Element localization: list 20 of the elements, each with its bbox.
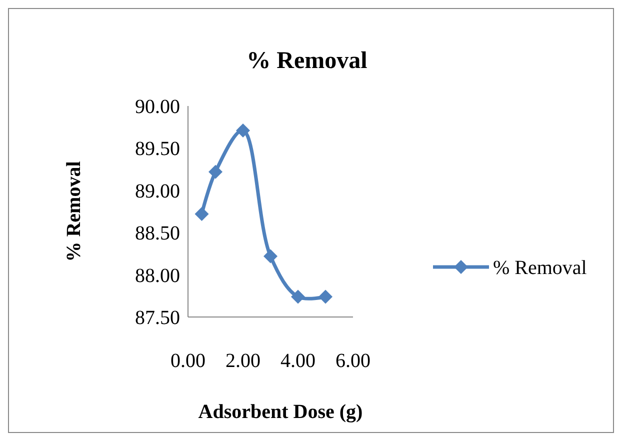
x-tick-label: 4.00 [280, 350, 316, 372]
y-tick-label: 90.00 [135, 96, 180, 118]
y-tick-label: 89.00 [135, 180, 180, 202]
y-tick-label: 89.50 [135, 138, 180, 160]
point [236, 123, 250, 138]
y-tick-label: 87.50 [135, 307, 180, 329]
x-tick-label: 2.00 [226, 350, 260, 372]
point [264, 249, 278, 264]
point [291, 290, 305, 304]
legend-label: % Removal [493, 257, 588, 279]
y-tick-label: 88.00 [135, 264, 180, 287]
point [318, 290, 332, 304]
x-axis-title: Adsorbent Dose (g) [198, 401, 363, 423]
x-tick-label: 6.00 [336, 350, 370, 372]
chart-title: % Removal [246, 48, 368, 74]
point [208, 164, 222, 179]
x-tick-label: 0.00 [170, 350, 206, 372]
y-tick-label: 88.50 [135, 222, 180, 245]
point [194, 207, 209, 222]
y-axis-title: % Removal [63, 160, 85, 262]
